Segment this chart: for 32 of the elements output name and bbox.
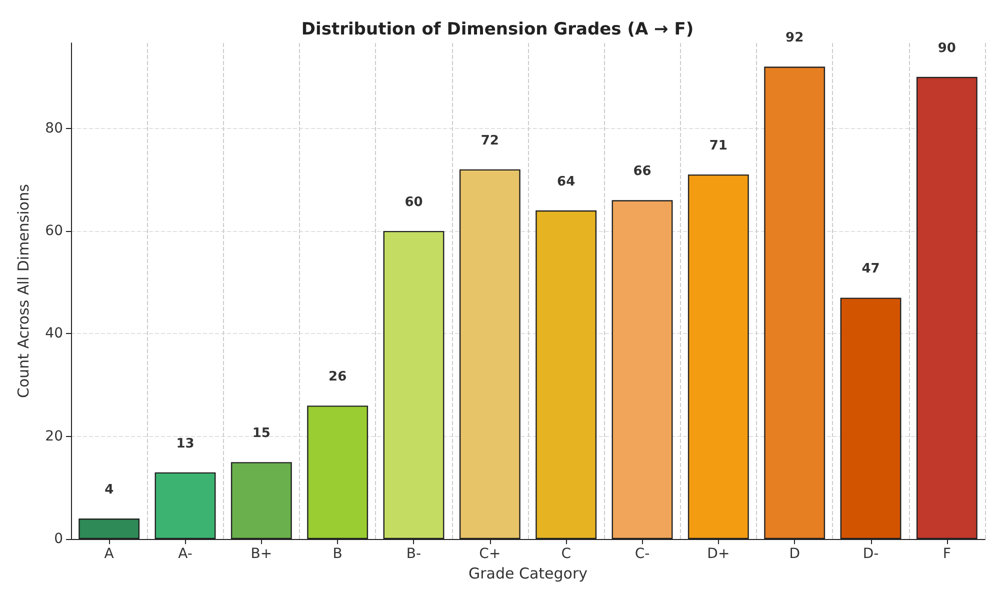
x-tick-label: D [789, 546, 800, 562]
data-label: 47 [862, 262, 880, 277]
y-axis-title: Count Across All Dimensions [14, 184, 32, 398]
data-label: 26 [328, 370, 347, 385]
y-tick-label: 80 [45, 120, 63, 136]
y-tick-label: 60 [45, 222, 63, 239]
data-label: 71 [709, 138, 728, 154]
chart-title: Distribution of Dimension Grades (A → F) [301, 20, 694, 40]
x-tick-label: B- [406, 546, 422, 562]
data-label: 15 [252, 426, 270, 442]
x-axis-title: Grade Category [468, 564, 588, 582]
data-label: 64 [557, 174, 576, 190]
data-label: 72 [480, 133, 499, 148]
x-tick-label: B+ [250, 546, 272, 562]
x-tick-label: D+ [707, 546, 730, 562]
data-label: 4 [104, 482, 114, 498]
data-label: 13 [176, 436, 194, 452]
x-tick-label: B [332, 546, 342, 562]
x-tick-label: D- [862, 546, 879, 562]
y-tick-label: 20 [45, 428, 63, 444]
data-label: 66 [633, 164, 652, 180]
x-tick-label: A [104, 546, 114, 562]
y-tick-label: 0 [54, 531, 63, 548]
x-tick-label: A- [178, 546, 192, 562]
data-label: 92 [786, 30, 804, 46]
data-label: 90 [938, 40, 956, 56]
x-tick-label: C [561, 546, 572, 562]
data-label: 60 [404, 194, 423, 210]
x-tick-label: F [942, 546, 951, 562]
y-tick-label: 40 [45, 326, 63, 342]
x-tick-label: C+ [479, 546, 501, 562]
x-tick-label: C- [634, 546, 650, 562]
